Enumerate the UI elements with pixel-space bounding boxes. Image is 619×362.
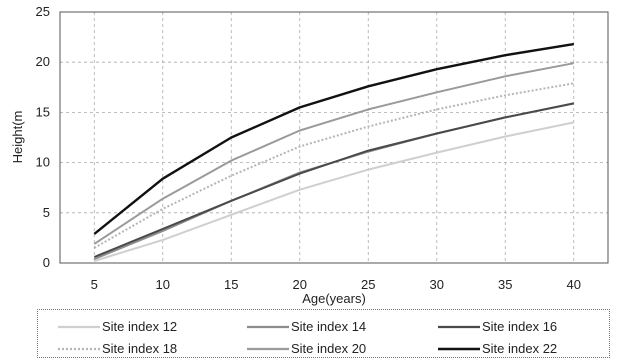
legend: Site index 12 Site index 14 Site index 16 S… xyxy=(37,309,610,358)
legend-swatch xyxy=(247,347,289,350)
legend-swatch xyxy=(438,347,480,350)
legend-item: Site index 16 xyxy=(436,318,557,334)
legend-swatch xyxy=(438,325,480,328)
x-axis-ticks: 5 10 15 20 25 30 35 40 xyxy=(91,277,581,292)
y-tick-label: 15 xyxy=(36,104,50,119)
x-tick-label: 5 xyxy=(91,277,98,292)
legend-item: Site index 20 xyxy=(245,340,366,356)
line-chart: 0 5 10 15 20 25 5 10 15 20 25 30 35 40 Age(years) He… xyxy=(10,4,609,306)
legend-swatch xyxy=(247,325,289,328)
legend-item: Site index 22 xyxy=(436,340,557,356)
legend-label: Site index 20 xyxy=(291,341,367,357)
series-line-site-index-16 xyxy=(93,102,575,258)
legend-label: Site index 12 xyxy=(102,319,178,335)
x-tick-label: 20 xyxy=(293,277,307,292)
legend-swatch xyxy=(58,347,100,350)
series-line-site-index-22 xyxy=(93,42,574,235)
y-tick-label: 25 xyxy=(36,4,50,19)
y-tick-label: 10 xyxy=(36,155,50,170)
series-line-site-index-14 xyxy=(93,102,575,260)
y-axis-ticks: 0 5 10 15 20 25 xyxy=(36,4,50,270)
legend-label: Site index 16 xyxy=(482,319,558,335)
legend-item: Site index 14 xyxy=(245,318,366,334)
plot-area-border xyxy=(59,11,609,264)
series-line-site-index-20 xyxy=(93,62,574,245)
series-lines xyxy=(93,42,575,262)
x-tick-label: 15 xyxy=(224,277,238,292)
x-tick-label: 25 xyxy=(361,277,375,292)
legend-label: Site index 22 xyxy=(482,341,558,357)
x-tick-label: 10 xyxy=(156,277,170,292)
legend-swatch xyxy=(58,325,100,328)
y-axis-label: Height(m xyxy=(10,111,25,164)
legend-item: Site index 12 xyxy=(56,318,177,334)
x-tick-label: 30 xyxy=(430,277,444,292)
x-axis-label: Age(years) xyxy=(302,291,366,306)
series-line-site-index-12 xyxy=(94,121,575,262)
legend-item: Site index 18 xyxy=(56,340,177,356)
y-tick-label: 20 xyxy=(36,54,50,69)
y-tick-label: 0 xyxy=(43,255,50,270)
y-tick-label: 5 xyxy=(43,205,50,220)
x-tick-label: 35 xyxy=(498,277,512,292)
legend-label: Site index 18 xyxy=(102,341,178,357)
grid-lines xyxy=(60,12,608,263)
x-tick-label: 40 xyxy=(567,277,581,292)
legend-label: Site index 14 xyxy=(291,319,367,335)
series-line-site-index-18 xyxy=(93,82,574,249)
